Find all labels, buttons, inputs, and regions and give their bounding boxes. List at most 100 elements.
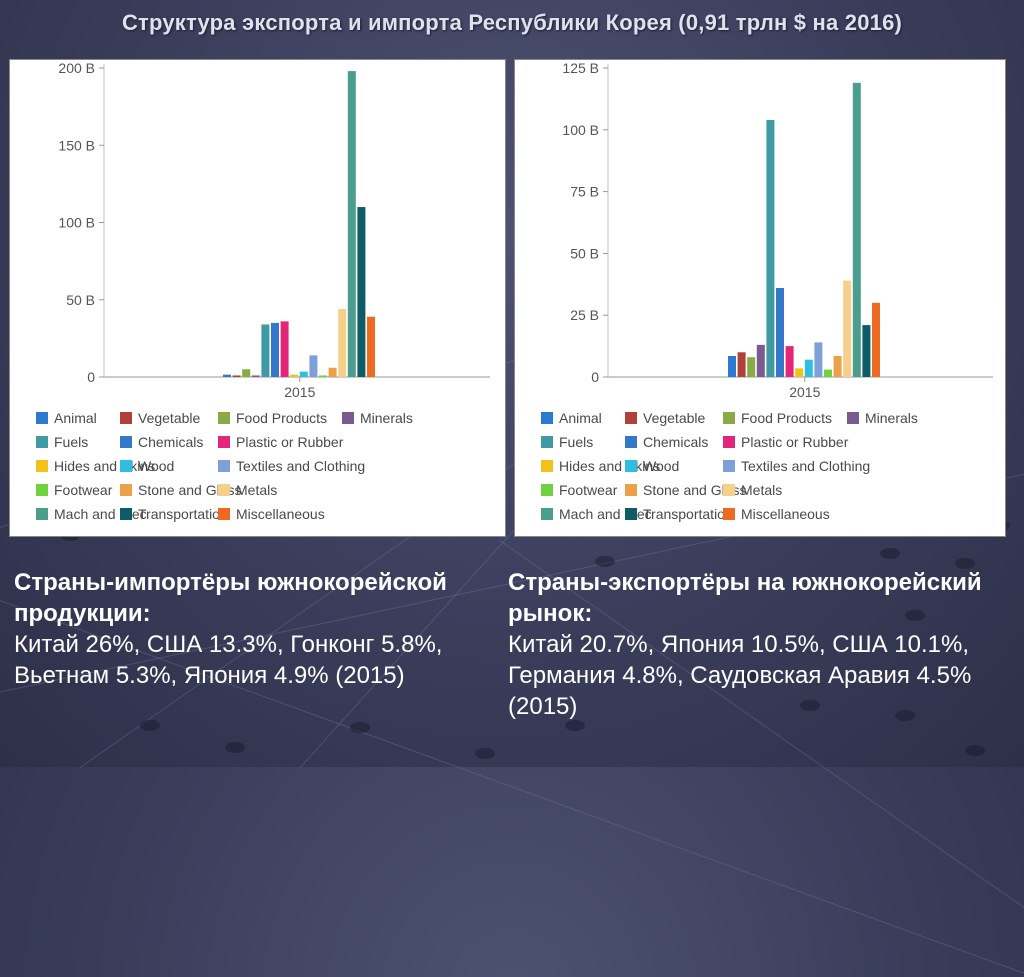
bar-stone-and-glass <box>328 367 337 377</box>
legend-swatch <box>36 412 48 424</box>
bar-vegetable <box>737 352 746 377</box>
legend-item: Transportation <box>120 506 228 524</box>
legend-swatch <box>218 508 230 520</box>
legend-label: Minerals <box>865 410 918 426</box>
legend-label: Chemicals <box>643 434 709 450</box>
legend-label: Footwear <box>54 482 113 498</box>
legend-item: Textiles and Clothing <box>218 458 365 476</box>
legend-swatch <box>120 412 132 424</box>
legend-label: Miscellaneous <box>741 506 830 522</box>
legend-label: Transportation <box>643 506 733 522</box>
bar-food-products <box>747 357 756 377</box>
import-caption-body: Китай 26%, США 13.3%, Гонконг 5.8%, Вьет… <box>14 631 443 689</box>
bar-footwear <box>319 375 327 377</box>
legend-label: Food Products <box>236 410 328 426</box>
legend-item: Plastic or Rubber <box>218 434 343 452</box>
legend-swatch <box>218 436 230 448</box>
legend-label: Stone and Glass <box>643 482 747 498</box>
legend-swatch <box>342 412 354 424</box>
legend-item: Footwear <box>36 482 112 500</box>
legend-swatch <box>36 484 48 496</box>
legend-swatch <box>723 484 735 496</box>
legend-label: Plastic or Rubber <box>236 434 344 450</box>
export-caption-body: Китай 20.7%, Япония 10.5%, США 10.1%, Ге… <box>508 631 972 720</box>
legend-swatch <box>541 508 553 520</box>
x-tick-label: 2015 <box>789 384 820 400</box>
legend-swatch <box>541 436 553 448</box>
bar-wood <box>804 359 813 377</box>
legend-swatch <box>625 508 637 520</box>
legend-label: Stone and Glass <box>138 482 242 498</box>
background-dot <box>880 548 900 559</box>
legend-label: Animal <box>54 410 97 426</box>
legend-swatch <box>120 436 132 448</box>
legend-label: Minerals <box>360 410 413 426</box>
legend-item: Textiles and Clothing <box>723 458 870 476</box>
legend-label: Metals <box>236 482 278 498</box>
bar-plastic-or-rubber <box>785 346 794 377</box>
legend-swatch <box>36 436 48 448</box>
background-dot <box>800 700 820 711</box>
legend-item: Minerals <box>342 410 413 428</box>
legend-swatch <box>120 460 132 472</box>
y-tick-label: 75 B <box>570 184 599 200</box>
bar-fuels <box>261 324 270 377</box>
legend-label: Vegetable <box>138 410 201 426</box>
legend-item: Chemicals <box>625 434 708 452</box>
bar-minerals <box>756 344 765 377</box>
y-tick-label: 150 B <box>58 137 95 153</box>
legend-item: Stone and Glass <box>120 482 242 500</box>
y-tick-label: 125 B <box>562 60 599 76</box>
import-countries-caption: Страны-импортёры южнокорейской продукции… <box>14 567 484 691</box>
legend-item: Wood <box>120 458 174 476</box>
legend-swatch <box>541 460 553 472</box>
legend-label: Wood <box>138 458 175 474</box>
legend-item: Fuels <box>36 434 88 452</box>
legend-label: Plastic or Rubber <box>741 434 849 450</box>
bar-minerals <box>251 375 260 377</box>
legend-swatch <box>120 484 132 496</box>
background-dot <box>955 558 975 569</box>
bar-vegetable <box>232 375 241 377</box>
bar-food-products <box>242 369 251 377</box>
background-dot <box>895 710 915 721</box>
bar-metals <box>843 280 852 377</box>
bar-wood <box>299 371 308 377</box>
y-tick-label: 100 B <box>562 122 599 138</box>
bar-mach-and-elec <box>852 82 861 377</box>
legend-swatch <box>723 460 735 472</box>
legend-swatch <box>218 412 230 424</box>
bar-hides-and-skins <box>795 368 804 377</box>
export-chart-panel: 0 25 B 50 B 75 B 100 B 125 B 2015 Animal Vegeta… <box>514 59 1006 537</box>
legend-item: Food Products <box>218 410 327 428</box>
bar-textiles-and-clothing <box>814 342 823 377</box>
bar-chemicals <box>776 288 784 377</box>
legend-label: Animal <box>559 410 602 426</box>
bar-hides-and-skins <box>290 374 299 377</box>
background-dot <box>350 722 370 733</box>
y-tick-label: 50 B <box>570 245 599 261</box>
legend-item: Vegetable <box>120 410 200 428</box>
y-tick-label: 200 B <box>58 60 95 76</box>
legend-label: Vegetable <box>643 410 706 426</box>
legend-label: Miscellaneous <box>236 506 325 522</box>
bar-animal <box>223 374 231 377</box>
bar-textiles-and-clothing <box>309 355 318 377</box>
legend-item: Miscellaneous <box>218 506 325 524</box>
bar-mach-and-elec <box>347 71 356 377</box>
export-caption-heading: Страны-экспортёры на южнокорейский рынок… <box>508 569 982 627</box>
import-chart: 0 50 B 100 B 150 B 200 B 2015 <box>58 60 490 400</box>
bar-miscellaneous <box>367 316 375 377</box>
import-chart-panel: 0 50 B 100 B 150 B 200 B 2015 Animal Vegetable… <box>9 59 506 537</box>
legend-item: Animal <box>36 410 97 428</box>
bar-chemicals <box>271 322 279 377</box>
legend-swatch <box>723 436 735 448</box>
background-dot <box>565 720 585 731</box>
legend-swatch <box>36 460 48 472</box>
legend-label: Metals <box>741 482 783 498</box>
legend-swatch <box>218 484 230 496</box>
legend-label: Food Products <box>741 410 833 426</box>
legend-swatch <box>625 436 637 448</box>
legend-item: Animal <box>541 410 602 428</box>
legend-label: Textiles and Clothing <box>236 458 366 474</box>
